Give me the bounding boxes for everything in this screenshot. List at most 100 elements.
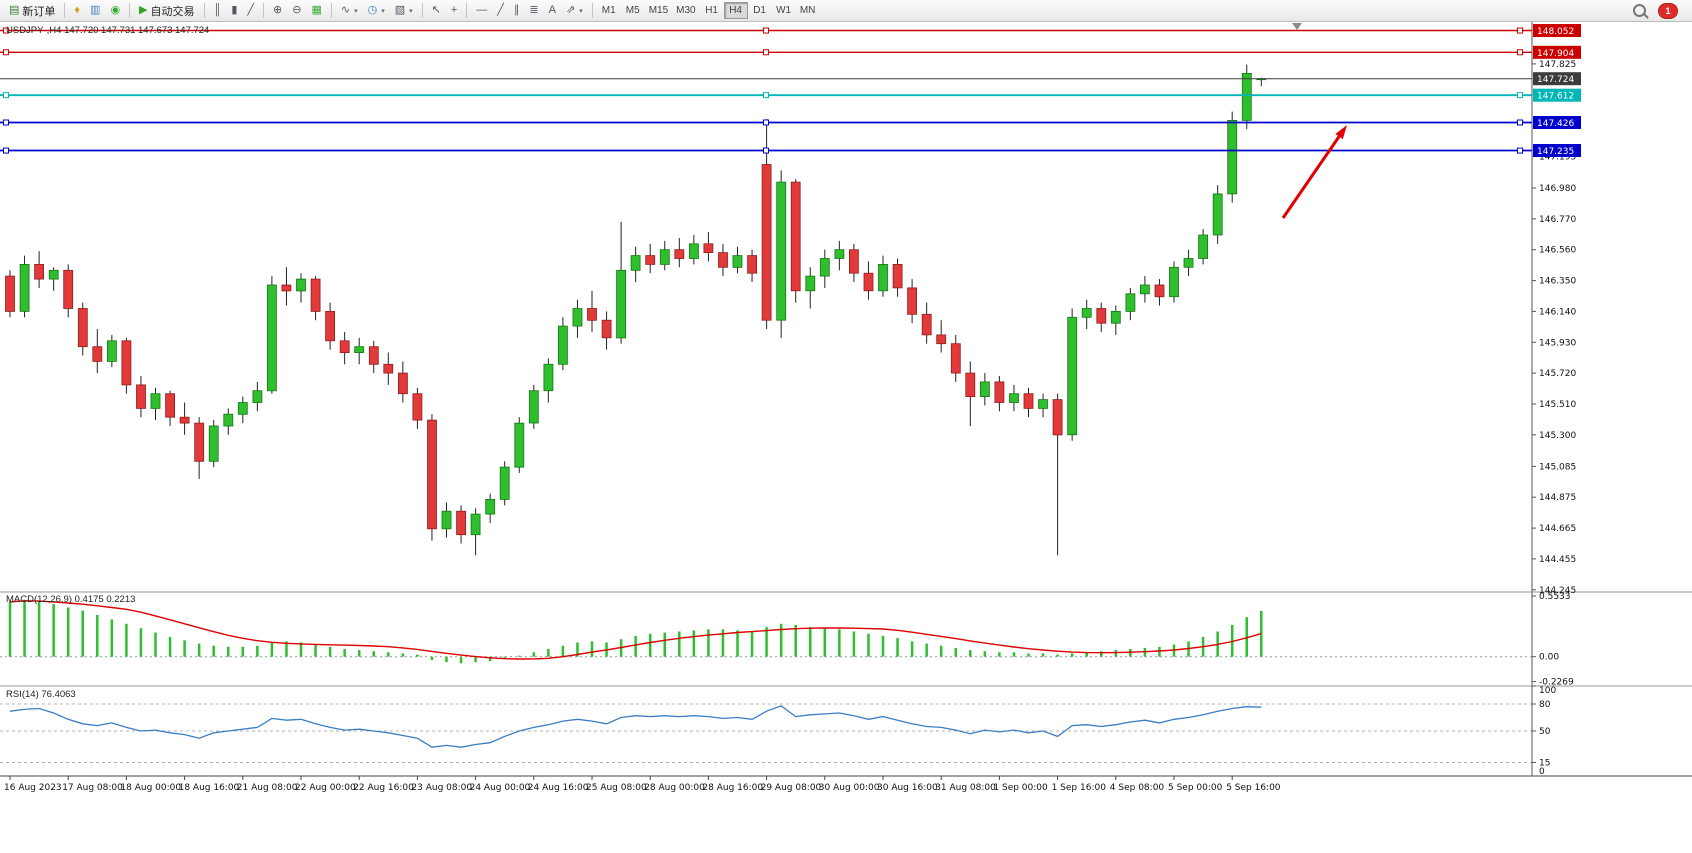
bull-candle <box>208 425 219 462</box>
line-handle[interactable] <box>1517 92 1523 99</box>
bars-chart-button[interactable]: ║ <box>210 1 226 20</box>
bear-candle <box>994 381 1005 403</box>
line-handle[interactable] <box>763 119 769 126</box>
zoom-in-button[interactable]: ⊕ <box>269 1 286 20</box>
bull-candle <box>1038 399 1048 409</box>
line-handle[interactable] <box>763 27 769 34</box>
zoom-out-button[interactable]: ⊖ <box>288 1 305 20</box>
time-tick-label: 16 Aug 2023 <box>4 783 62 793</box>
bear-candle <box>310 278 321 312</box>
search-icon[interactable] <box>1633 4 1646 17</box>
template-button[interactable]: ▧ ▾ <box>391 1 417 20</box>
autotrading-button[interactable]: ▶ 自动交易 <box>135 1 198 20</box>
price-tick-label: 147.195 <box>1539 152 1576 162</box>
time-tick-label: 1 Sep 00:00 <box>993 783 1048 793</box>
bear-candle <box>921 313 932 336</box>
bull-candle <box>1110 310 1121 324</box>
time-tick-label: 18 Aug 16:00 <box>179 783 240 793</box>
time-tick-label: 24 Aug 00:00 <box>470 783 531 793</box>
line-chart-button[interactable]: ╱ <box>243 1 258 20</box>
bull-candle <box>732 255 743 268</box>
hline-tool-icon: — <box>476 4 488 16</box>
chart-shift-marker[interactable] <box>1292 23 1302 30</box>
price-tick-label: 145.510 <box>1539 400 1576 410</box>
bear-candle <box>892 263 903 289</box>
line-handle[interactable] <box>763 92 769 99</box>
bear-candle <box>281 284 292 292</box>
new-order-button[interactable]: ▤ 新订单 <box>5 1 59 20</box>
line-handle[interactable] <box>1517 119 1523 126</box>
bear-candle <box>703 243 714 254</box>
bear-candle <box>674 249 685 259</box>
arrow-annotation[interactable] <box>1281 125 1347 219</box>
line-handle[interactable] <box>1517 49 1523 56</box>
time-tick-label: 30 Aug 00:00 <box>819 783 880 793</box>
bull-candle <box>805 275 816 292</box>
timeframe-w1-button[interactable]: W1 <box>772 2 796 19</box>
line-handle[interactable] <box>3 147 9 154</box>
notification-badge[interactable]: 1 <box>1658 2 1678 19</box>
time-tick-label: 25 Aug 08:00 <box>586 783 647 793</box>
line-handle[interactable] <box>3 92 9 99</box>
tile-windows-button[interactable]: ▦ <box>307 1 325 20</box>
channel-tool-button[interactable]: ∥ <box>510 1 524 20</box>
rsi-tick-label: 0 <box>1539 767 1545 777</box>
bull-candle <box>354 346 365 354</box>
cursor-button[interactable]: ↖ <box>428 1 445 20</box>
bull-candle <box>237 402 248 415</box>
bull-candle <box>1183 258 1194 268</box>
bear-candle <box>34 263 44 280</box>
timeframe-m5-button[interactable]: M5 <box>621 2 645 19</box>
period-button[interactable]: ◷ ▾ <box>364 1 389 20</box>
text-tool-button[interactable]: A <box>545 1 560 20</box>
toolbar-separator <box>64 3 66 18</box>
fibonacci-tool-button[interactable]: ≣ <box>525 1 542 20</box>
time-tick-label: 29 Aug 08:00 <box>761 783 822 793</box>
line-handle[interactable] <box>3 27 9 34</box>
timeframe-h4-button[interactable]: H4 <box>723 2 748 19</box>
line-handle[interactable] <box>763 147 769 154</box>
price-chart[interactable]: 147.825 147.195 146.980 146.770 146.560 146.3… <box>0 22 1692 853</box>
bull-candle <box>1169 266 1179 298</box>
timeframe-mn-button[interactable]: MN <box>796 2 820 19</box>
print-button[interactable]: ▥ <box>86 1 104 20</box>
timeframe-d1-button[interactable]: D1 <box>748 2 772 19</box>
bull-candle <box>572 308 583 327</box>
timeframe-m30-button[interactable]: M30 <box>672 2 699 19</box>
bear-candle <box>5 275 15 312</box>
new-order-label: 新订单 <box>22 5 56 18</box>
line-handle[interactable] <box>3 49 9 56</box>
rsi-panel <box>0 703 1532 763</box>
trendline-tool-button[interactable]: ╱ <box>493 1 508 20</box>
timeframe-m15-button[interactable]: M15 <box>645 2 672 19</box>
bull-candle <box>543 363 554 392</box>
symbols-button[interactable]: ♦ <box>70 1 84 20</box>
macd-tick-label: 0.00 <box>1539 653 1559 663</box>
price-axis[interactable]: 147.825 147.195 146.980 146.770 146.560 146.3… <box>1531 22 1581 777</box>
toolbar-separator <box>263 3 264 18</box>
macd-tick-label: 0.5533 <box>1539 592 1571 602</box>
price-badge-label: 147.235 <box>1537 147 1574 157</box>
bear-candle <box>849 249 859 274</box>
candlestick-chart-button[interactable]: ▮ <box>227 1 241 20</box>
line-handle[interactable] <box>3 119 9 126</box>
period-icon: ◷ <box>367 4 378 16</box>
arrows-tool-button[interactable]: ⇗ ▾ <box>562 1 587 20</box>
crosshair-button[interactable]: + <box>447 1 461 20</box>
line-handle[interactable] <box>1517 27 1523 34</box>
about-button[interactable]: ◉ <box>106 1 124 20</box>
price-tick-label: 145.300 <box>1539 431 1576 441</box>
text-tool-icon: A <box>548 4 556 16</box>
hline-tool-button[interactable]: — <box>472 1 491 20</box>
line-handle[interactable] <box>1517 147 1523 154</box>
bull-candle <box>107 340 117 362</box>
line-handle[interactable] <box>763 49 769 56</box>
price-tick-label: 145.930 <box>1539 338 1576 348</box>
indicators-button[interactable]: ∿ ▾ <box>337 1 362 20</box>
toolbar-separator <box>421 3 423 18</box>
timeframe-h1-button[interactable]: H1 <box>700 2 724 19</box>
timeframe-m1-button[interactable]: M1 <box>597 2 621 19</box>
price-tick-label: 144.665 <box>1539 524 1576 534</box>
price-tick-label: 145.720 <box>1539 369 1576 379</box>
